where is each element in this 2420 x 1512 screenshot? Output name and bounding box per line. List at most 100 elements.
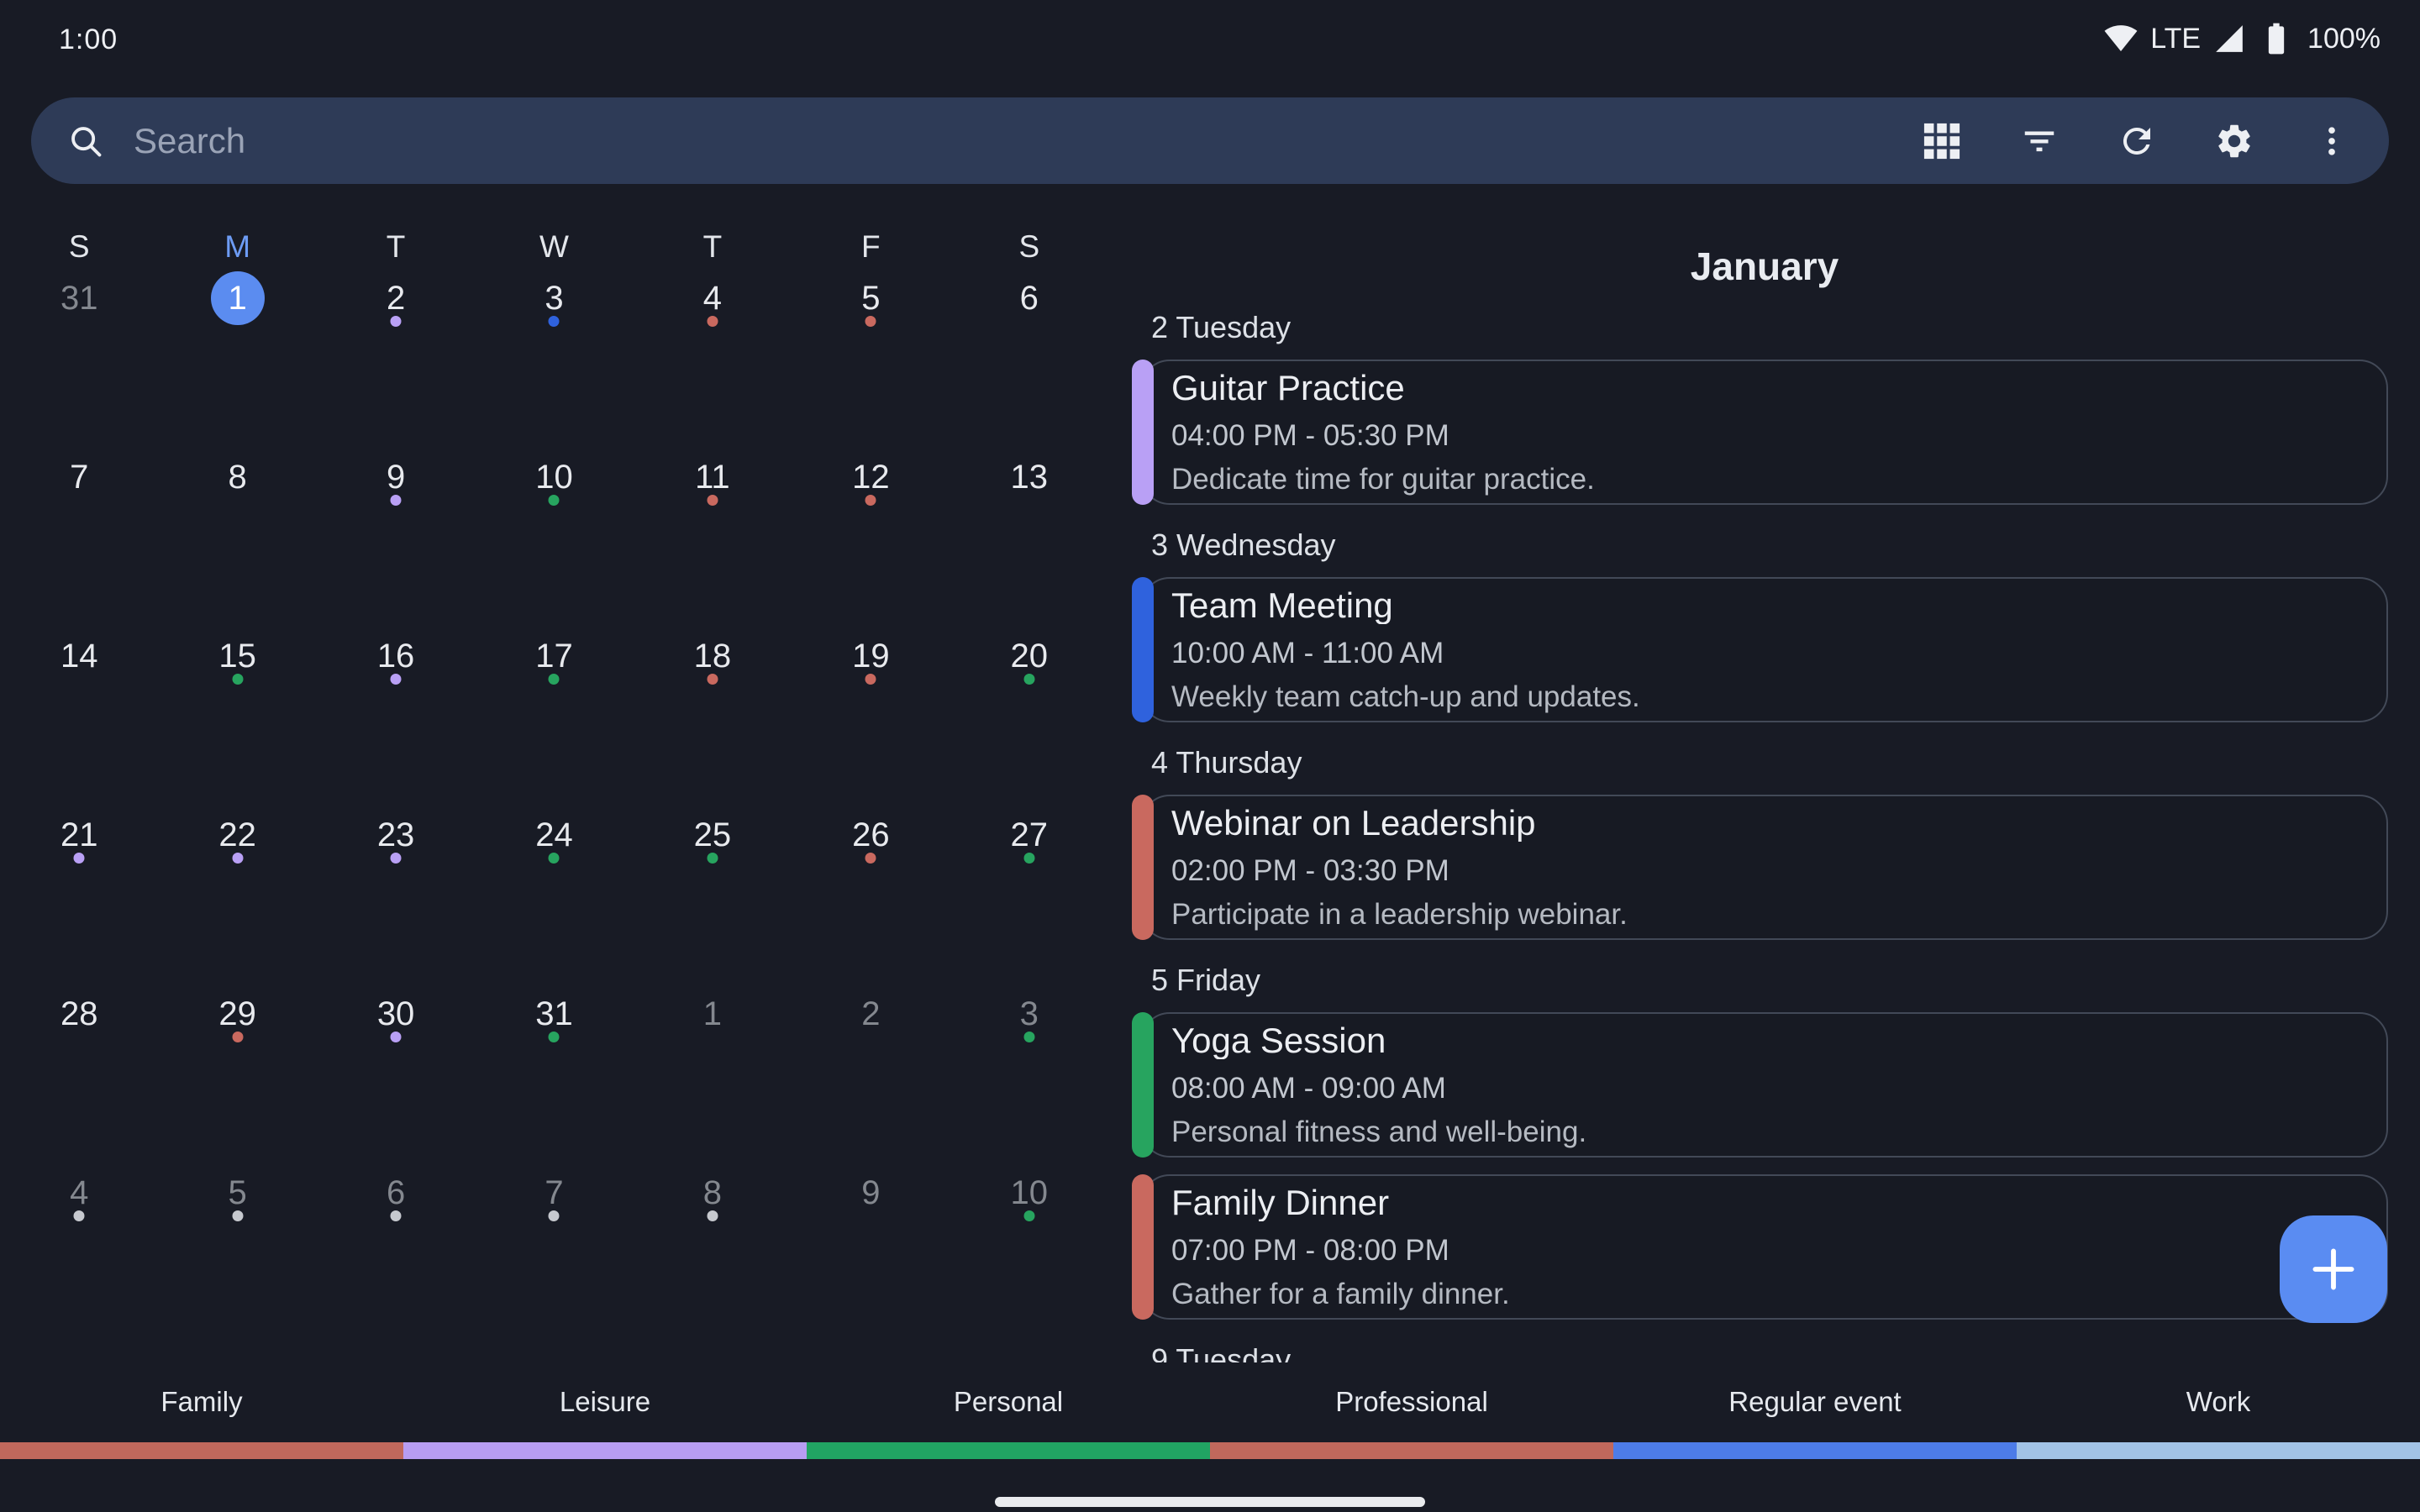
- day-number: 19: [852, 638, 890, 675]
- event-description: Personal fitness and well-being.: [1171, 1116, 1587, 1148]
- event-time: 10:00 AM - 11:00 AM: [1171, 637, 1444, 669]
- calendar-day[interactable]: 10: [950, 1172, 1108, 1351]
- toolbar: [1920, 119, 2354, 163]
- legend-item: Regular event: [1613, 1382, 2017, 1459]
- weekday-label: S: [68, 229, 90, 264]
- day-group-header: 4 Thursday: [1151, 745, 1302, 780]
- calendar-day[interactable]: 28: [0, 993, 158, 1172]
- event-dot: [232, 1032, 244, 1042]
- day-number: 21: [60, 816, 98, 853]
- calendar-day[interactable]: 31: [0, 277, 158, 456]
- calendar-day[interactable]: 3: [475, 277, 633, 456]
- legend-color-bar: [1613, 1442, 2017, 1459]
- calendar-day[interactable]: 10: [475, 456, 633, 635]
- day-number: 7: [70, 459, 89, 496]
- calendar-day[interactable]: 23: [317, 814, 475, 993]
- legend-item: Family: [0, 1382, 403, 1459]
- status-time: 1:00: [59, 24, 118, 55]
- overflow-menu-button[interactable]: [2310, 119, 2354, 163]
- day-number: 25: [693, 816, 732, 853]
- event-time: 02:00 PM - 03:30 PM: [1171, 854, 1449, 887]
- calendar-day[interactable]: 5: [792, 277, 950, 456]
- day-number: 10: [535, 459, 573, 496]
- event-dot: [548, 316, 560, 327]
- event-card[interactable]: Team Meeting 10:00 AM - 11:00 AM Weekly …: [1132, 577, 2388, 722]
- calendar-day[interactable]: 19: [792, 635, 950, 814]
- calendar-day[interactable]: 5: [158, 1172, 316, 1351]
- calendar-day[interactable]: 6: [317, 1172, 475, 1351]
- event-description: Weekly team catch-up and updates.: [1171, 680, 1640, 713]
- calendar-day[interactable]: 25: [634, 814, 792, 993]
- event-dot: [390, 674, 402, 685]
- event-card[interactable]: Family Dinner 07:00 PM - 08:00 PM Gather…: [1132, 1174, 2388, 1320]
- calendar-day[interactable]: 26: [792, 814, 950, 993]
- refresh-button[interactable]: [2115, 119, 2159, 163]
- day-number: 2: [386, 280, 406, 317]
- legend-label: Personal: [953, 1386, 1064, 1417]
- event-card[interactable]: Yoga Session 08:00 AM - 09:00 AM Persona…: [1132, 1012, 2388, 1158]
- calendar-day[interactable]: 18: [634, 635, 792, 814]
- calendar-day[interactable]: 7: [475, 1172, 633, 1351]
- calendar-day[interactable]: 17: [475, 635, 633, 814]
- event-groups: 2 Tuesday Guitar Practice 04:00 PM - 05:…: [1126, 307, 2420, 1362]
- calendar-day[interactable]: 7: [0, 456, 158, 635]
- calendar-day[interactable]: 21: [0, 814, 158, 993]
- calendar-day[interactable]: 1: [634, 993, 792, 1172]
- calendar-day[interactable]: 4: [634, 277, 792, 456]
- event-dot: [1023, 1210, 1035, 1221]
- calendar-day[interactable]: 31: [475, 993, 633, 1172]
- calendar-day[interactable]: 29: [158, 993, 316, 1172]
- gear-icon: [2214, 121, 2254, 161]
- event-title: Webinar on Leadership: [1171, 805, 1536, 842]
- event-card[interactable]: Guitar Practice 04:00 PM - 05:30 PM Dedi…: [1132, 360, 2388, 505]
- event-description: Dedicate time for guitar practice.: [1171, 463, 1595, 496]
- calendar-day[interactable]: 14: [0, 635, 158, 814]
- calendar-day[interactable]: 9: [317, 456, 475, 635]
- home-indicator[interactable]: [995, 1497, 1425, 1507]
- filter-button[interactable]: [2018, 119, 2061, 163]
- event-description: Participate in a leadership webinar.: [1171, 898, 1628, 931]
- event-card[interactable]: Webinar on Leadership 02:00 PM - 03:30 P…: [1132, 795, 2388, 940]
- calendar-day[interactable]: 2: [317, 277, 475, 456]
- event-dot: [548, 674, 560, 685]
- search-bar[interactable]: Search: [31, 97, 2389, 184]
- day-number: 13: [1010, 459, 1049, 496]
- day-number: 11: [695, 459, 730, 496]
- calendar-day[interactable]: 20: [950, 635, 1108, 814]
- event-time: 08:00 AM - 09:00 AM: [1171, 1072, 1446, 1105]
- day-group-header: 5 Friday: [1151, 963, 1261, 997]
- legend-color-bar: [403, 1442, 807, 1459]
- view-grid-button[interactable]: [1920, 119, 1964, 163]
- calendar-day[interactable]: 27: [950, 814, 1108, 993]
- calendar-day[interactable]: 13: [950, 456, 1108, 635]
- calendar-day[interactable]: 15: [158, 635, 316, 814]
- day-number: 4: [70, 1174, 89, 1211]
- day-number: 5: [861, 280, 881, 317]
- search-input[interactable]: Search: [134, 120, 246, 160]
- settings-button[interactable]: [2212, 119, 2256, 163]
- calendar-day[interactable]: 30: [317, 993, 475, 1172]
- legend-item: Personal: [807, 1382, 1210, 1459]
- calendar-day[interactable]: 2: [792, 993, 950, 1172]
- event-dot: [865, 853, 876, 864]
- calendar-day[interactable]: 8: [158, 456, 316, 635]
- calendar-day[interactable]: 4: [0, 1172, 158, 1351]
- calendar-day[interactable]: 22: [158, 814, 316, 993]
- calendar-day[interactable]: 1: [158, 271, 316, 456]
- calendar-day[interactable]: 16: [317, 635, 475, 814]
- calendar-day[interactable]: 6: [950, 277, 1108, 456]
- calendar-day[interactable]: 8: [634, 1172, 792, 1351]
- day-number: 20: [1010, 638, 1049, 675]
- calendar-day[interactable]: 24: [475, 814, 633, 993]
- calendar-day[interactable]: 9: [792, 1172, 950, 1351]
- event-dot: [390, 1210, 402, 1221]
- day-number: 24: [535, 816, 573, 853]
- day-number: 10: [1010, 1174, 1049, 1211]
- calendar-day[interactable]: 12: [792, 456, 950, 635]
- event-title: Family Dinner: [1171, 1184, 1390, 1221]
- calendar-day[interactable]: 11: [634, 456, 792, 635]
- calendar-day[interactable]: 3: [950, 993, 1108, 1172]
- weekday-label: F: [861, 229, 881, 264]
- add-event-fab[interactable]: [2280, 1215, 2387, 1323]
- weekday-label: W: [539, 229, 569, 264]
